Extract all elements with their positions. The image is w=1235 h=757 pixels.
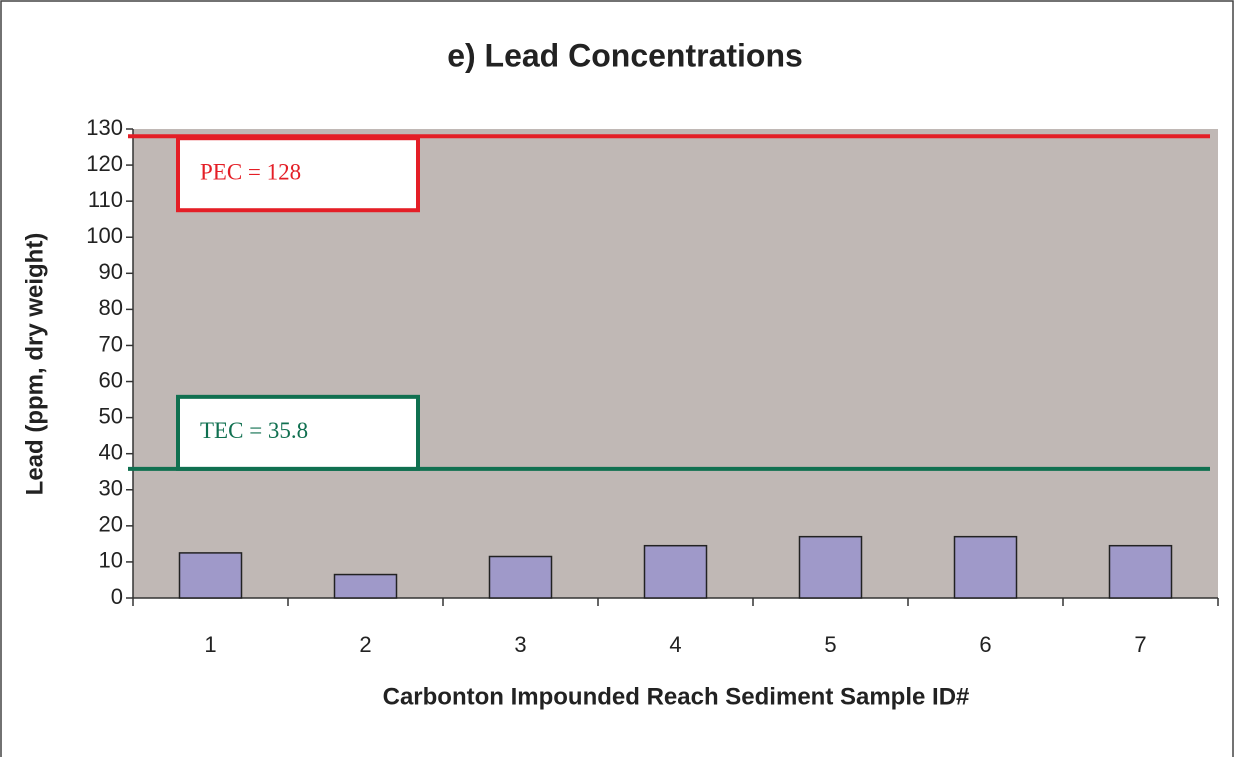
bar (953, 535, 1018, 599)
bar (798, 535, 863, 599)
y-tick-label: 120 (86, 151, 123, 176)
y-tick-label: 40 (99, 440, 123, 465)
y-tick-label: 110 (88, 187, 123, 212)
x-tick-label: 3 (514, 632, 526, 657)
y-tick-label: 0 (111, 584, 123, 609)
y-tick-label: 20 (99, 512, 123, 537)
x-tick-label: 7 (1134, 632, 1146, 657)
y-tick-label: 10 (99, 548, 123, 573)
y-tick-label: 80 (99, 295, 123, 320)
reference-label-box (176, 394, 420, 471)
y-tick-label: 50 (99, 403, 123, 428)
x-tick-label: 6 (979, 632, 991, 657)
bar (178, 552, 243, 599)
y-tick-label: 60 (99, 367, 123, 392)
reference-label: TEC = 35.8 (200, 418, 308, 443)
bar (1108, 544, 1173, 599)
y-tick-label: 70 (99, 331, 123, 356)
bar (643, 544, 708, 599)
x-tick-label: 2 (359, 632, 371, 657)
chart-title: e) Lead Concentrations (447, 37, 803, 73)
y-tick-label: 100 (86, 223, 123, 248)
bar (488, 555, 553, 599)
x-axis-label: Carbonton Impounded Reach Sediment Sampl… (383, 683, 970, 710)
x-tick-label: 4 (669, 632, 681, 657)
y-tick-label: 30 (99, 476, 123, 501)
y-tick-label: 90 (99, 259, 123, 284)
y-axis-label: Lead (ppm, dry weight) (21, 233, 48, 496)
x-tick-label: 5 (824, 632, 836, 657)
bar (333, 573, 398, 599)
reference-label-box (176, 136, 420, 213)
y-tick-label: 130 (86, 115, 123, 140)
x-tick-label: 1 (204, 632, 216, 657)
reference-label: PEC = 128 (200, 159, 301, 184)
